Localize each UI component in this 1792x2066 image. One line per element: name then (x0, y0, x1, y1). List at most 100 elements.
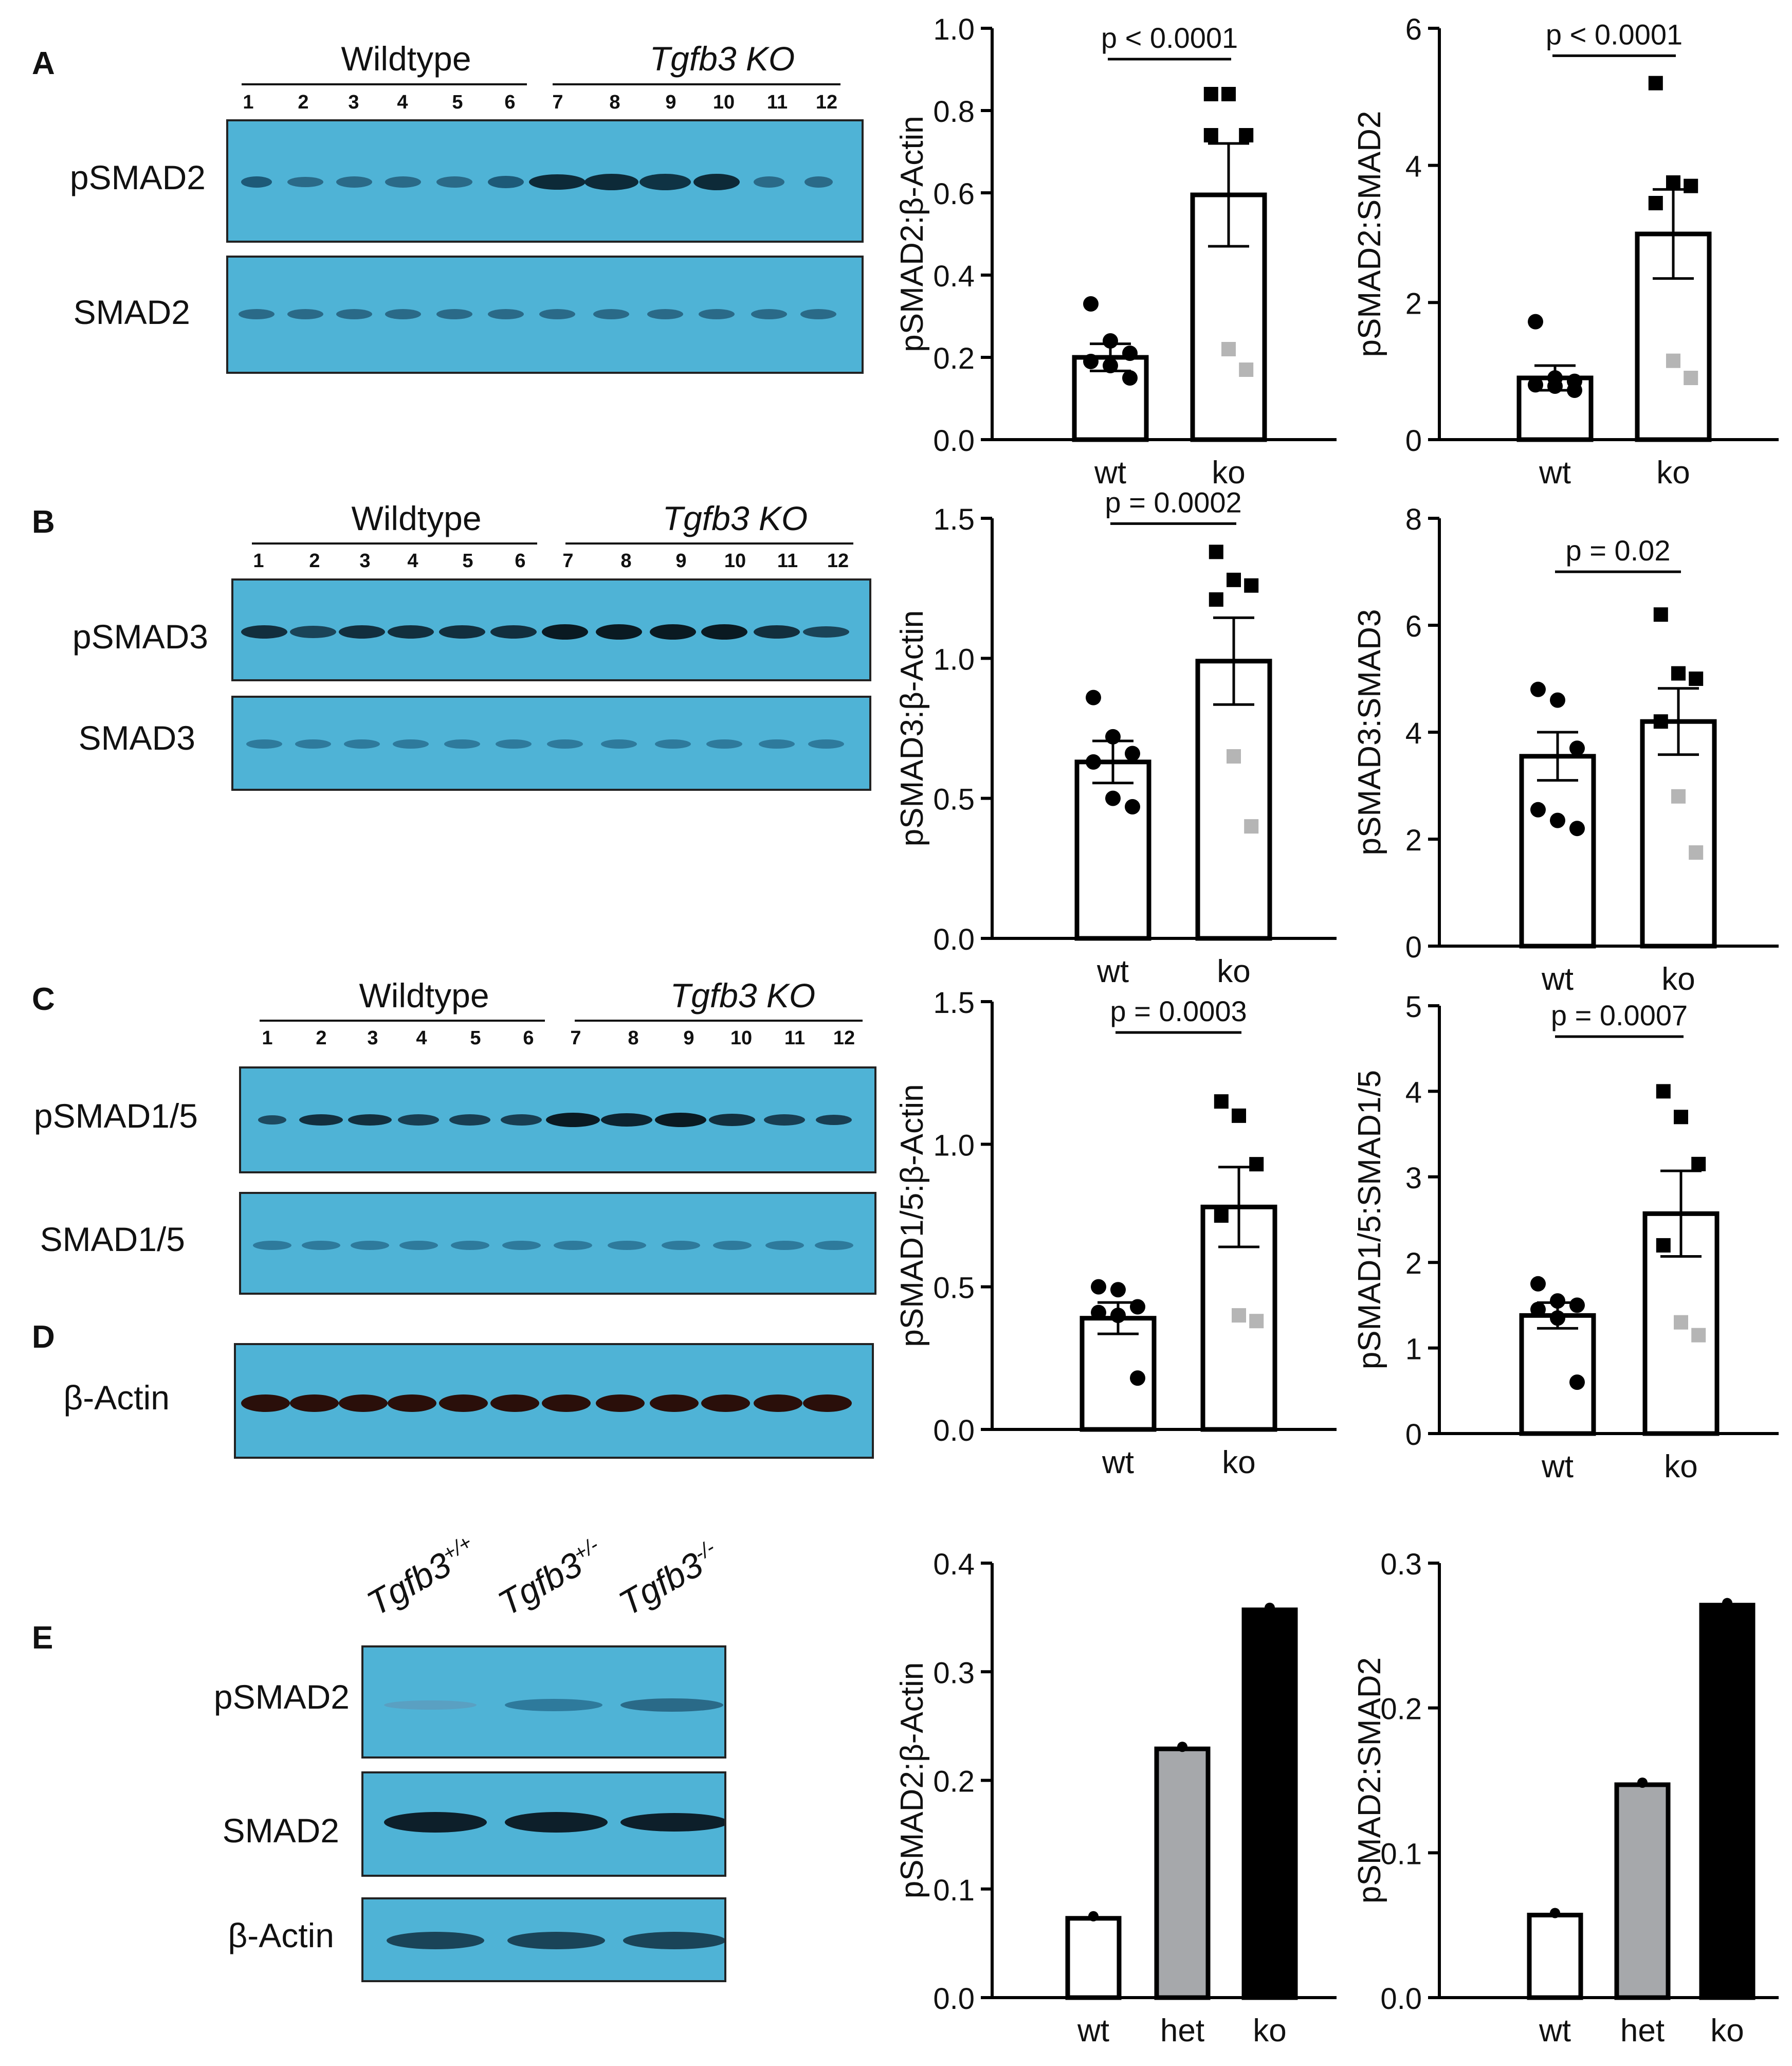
data-point (1130, 1370, 1145, 1386)
blot-band (505, 1699, 602, 1711)
y-tick-label: 5 (1405, 990, 1422, 1024)
y-tick-label: 0.2 (1380, 1693, 1422, 1726)
bar (1699, 1603, 1756, 2000)
western-blot (239, 1192, 876, 1295)
data-point (1530, 1301, 1546, 1317)
blot-band (450, 1241, 489, 1250)
bar (1519, 1313, 1596, 1436)
lane-number: 2 (316, 1027, 327, 1049)
lane-number: 8 (609, 92, 620, 113)
lane-number: 6 (523, 1027, 534, 1049)
x-tick-label: het (1160, 2013, 1204, 2049)
x-tick-label: wt (1539, 455, 1571, 491)
data-point (1722, 1598, 1732, 1608)
p-value-label: p = 0.0003 (1110, 995, 1247, 1027)
data-point (1648, 76, 1663, 90)
blot-band (647, 309, 683, 319)
y-tick-label: 0 (1405, 1418, 1422, 1452)
y-axis-label: pSMAD3:β-Actin (894, 610, 930, 846)
group-underline (575, 1020, 863, 1022)
y-tick-label: 0.0 (1380, 1982, 1422, 2016)
blot-band (246, 739, 282, 749)
western-blot (361, 1897, 726, 1982)
data-point (1203, 87, 1218, 101)
lane-number: 10 (712, 92, 735, 113)
blot-band (241, 625, 287, 639)
data-point (1227, 572, 1241, 587)
western-blot (231, 578, 871, 681)
blot-label: SMAD3 (78, 719, 195, 757)
blot-band (607, 1241, 646, 1250)
blot-band (336, 309, 372, 319)
y-tick-label: 0.4 (933, 260, 975, 293)
blot-band (287, 177, 323, 187)
blot-band (816, 1115, 852, 1125)
western-blot (231, 696, 871, 791)
data-point (1232, 1108, 1246, 1123)
blot-band (709, 1114, 755, 1126)
data-point (1221, 342, 1236, 356)
lane-number: 2 (298, 92, 309, 113)
blot-band (299, 1114, 343, 1126)
x-tick-label: wt (1102, 1445, 1134, 1480)
y-axis-label: pSMAD1/5:β-Actin (894, 1084, 930, 1347)
blot-band (239, 309, 275, 319)
blot-band (350, 1241, 389, 1250)
data-point (1177, 1742, 1187, 1752)
blot-band (814, 1241, 853, 1250)
blot-band (384, 1812, 487, 1833)
data-point (1105, 729, 1121, 745)
y-tick-label: 1.5 (933, 503, 975, 536)
blot-band (751, 309, 787, 319)
blot-band (258, 1115, 286, 1125)
blot-band (444, 739, 480, 749)
y-axis-label: pSMAD2:SMAD2 (1352, 1657, 1387, 1904)
blot-band (338, 1394, 388, 1412)
bar (1195, 659, 1272, 941)
data-point (1122, 346, 1138, 361)
blot-band (301, 1241, 340, 1250)
group-label-wildtype: Wildtype (351, 499, 482, 537)
lane-number: 6 (515, 550, 526, 572)
blot-band (649, 1394, 699, 1412)
blot-band (701, 624, 747, 640)
western-blot (234, 1343, 874, 1459)
y-axis-label: pSMAD2:β-Actin (894, 116, 930, 352)
panel-letter-b: B (32, 504, 55, 540)
bar-chart: 0 2 4 6 pSMAD2:SMAD2 wt ko p < 0.0001 (1352, 13, 1779, 491)
y-tick-label: 0.5 (933, 1272, 975, 1305)
y-tick-label: 0.1 (1380, 1837, 1422, 1871)
data-point (1091, 1279, 1106, 1295)
blot-band (502, 1241, 541, 1250)
y-tick-label: 0.2 (933, 342, 975, 375)
blot-band (488, 309, 524, 319)
bar-chart: 0 1 2 3 4 5 pSMAD1/5:SMAD1/5 wt ko p = 0.0007 (1352, 990, 1779, 1484)
genotype-label: Tgfb3+/+ (360, 1531, 476, 1624)
lane-number: 11 (777, 550, 798, 572)
data-point (1691, 1156, 1706, 1171)
blot-label: SMAD2 (222, 1811, 339, 1850)
blot-band (623, 1932, 724, 1949)
bar-chart: 0.0 0.5 1.0 1.5 pSMAD3:β-Actin wt ko p = 0.0002 (894, 486, 1337, 989)
blot-band (620, 1813, 724, 1832)
blot-band (387, 1394, 436, 1412)
x-tick-label: ko (1253, 2013, 1286, 2049)
data-point (1637, 1777, 1648, 1788)
lane-number: 9 (665, 92, 676, 113)
blot-band (399, 1241, 438, 1250)
panel-letter-e: E (32, 1620, 53, 1656)
y-tick-label: 6 (1405, 13, 1422, 46)
data-point (1125, 746, 1140, 762)
y-axis-label: pSMAD2:SMAD2 (1352, 111, 1387, 357)
data-point (1086, 754, 1101, 770)
y-tick-label: 1.0 (933, 1129, 975, 1162)
blot-label: pSMAD2 (213, 1678, 350, 1716)
lane-number: 3 (367, 1027, 378, 1049)
blot-band (398, 1114, 439, 1126)
y-tick-label: 1.0 (933, 13, 975, 46)
lane-number: 7 (570, 1027, 581, 1049)
blot-band (490, 625, 537, 639)
data-point (1244, 819, 1259, 834)
blot-band (764, 1114, 805, 1126)
data-point (1083, 296, 1099, 312)
